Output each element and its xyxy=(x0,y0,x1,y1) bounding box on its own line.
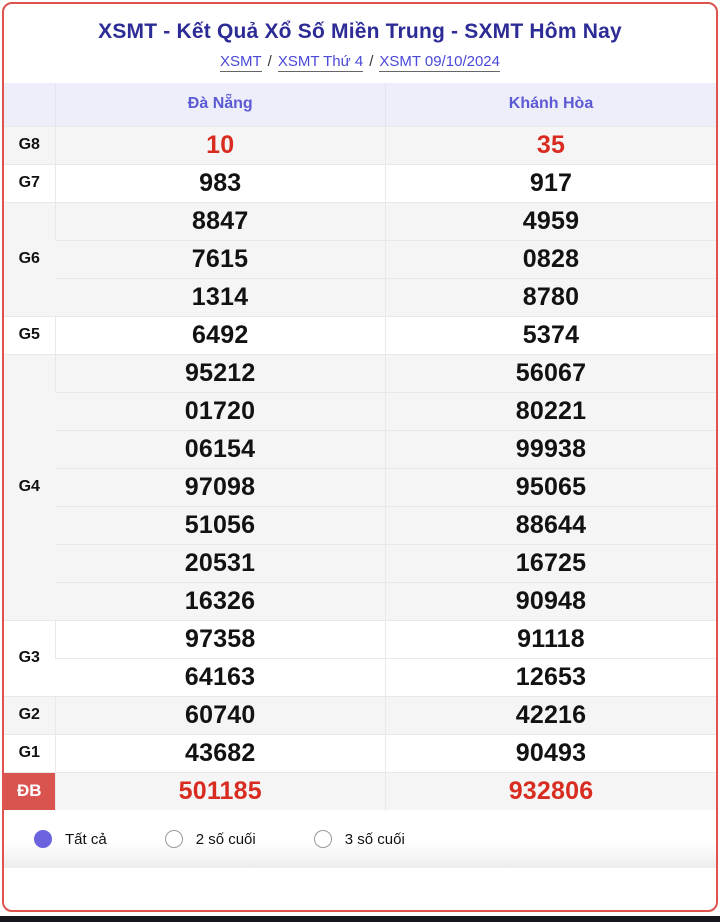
table-row: G2 60740 42216 xyxy=(4,695,716,734)
result-value: 8847 xyxy=(54,201,386,240)
result-value: 1314 xyxy=(55,277,386,316)
page-title: XSMT - Kết Quả Xổ Số Miền Trung - SXMT H… xyxy=(98,20,622,43)
table-row: 20531 16725 xyxy=(4,543,716,582)
breadcrumb-link-xsmt-date[interactable]: XSMT 09/10/2024 xyxy=(379,53,500,72)
table-row: 01720 80221 xyxy=(4,391,716,430)
table-header-row: Đà Nẵng Khánh Hòa xyxy=(4,83,716,126)
result-value: 97358 xyxy=(54,619,386,658)
result-value: 20531 xyxy=(55,543,386,582)
prize-label-g1: G1 xyxy=(4,733,55,772)
result-value: 95212 xyxy=(54,353,386,392)
radio-label: Tất cả xyxy=(65,830,107,848)
prize-label-g8: G8 xyxy=(4,125,55,164)
result-value: 97098 xyxy=(55,467,386,506)
table-row: G5 6492 5374 xyxy=(4,315,716,354)
radio-label: 3 số cuối xyxy=(344,830,405,848)
result-value: 80221 xyxy=(385,391,716,430)
prize-label-g2: G2 xyxy=(4,695,55,734)
result-value: 932806 xyxy=(385,771,716,810)
prize-column-header xyxy=(4,83,55,126)
column-header-da-nang: Đà Nẵng xyxy=(54,83,386,126)
radio-circle-icon[interactable] xyxy=(34,830,52,848)
column-header-khanh-hoa: Khánh Hòa xyxy=(385,83,716,126)
result-value: 917 xyxy=(385,163,716,202)
prize-label-g3: G3 xyxy=(4,619,55,696)
result-value: 16725 xyxy=(385,543,716,582)
radio-label: 2 số cuối xyxy=(195,830,256,848)
table-row: G8 10 35 xyxy=(4,125,716,164)
result-value: 7615 xyxy=(55,239,386,278)
table-row: 64163 12653 xyxy=(4,657,716,696)
breadcrumb-separator: / xyxy=(267,53,272,70)
radio-circle-icon[interactable] xyxy=(164,830,183,848)
result-value: 12653 xyxy=(385,657,716,696)
table-row: 7615 0828 xyxy=(4,239,716,278)
table-row: G3 97358 91118 xyxy=(4,619,716,696)
result-value: 6492 xyxy=(54,315,386,354)
filter-radio-option-0[interactable]: Tất cả xyxy=(34,830,107,848)
result-value: 88644 xyxy=(385,505,716,544)
prize-label-g5: G5 xyxy=(4,315,55,354)
result-value: 51056 xyxy=(55,505,386,544)
filter-bar: Tất cả 2 số cuối 3 số cuối xyxy=(4,810,716,868)
filter-radio-option-2[interactable]: 3 số cuối xyxy=(313,830,405,848)
result-value: 01720 xyxy=(55,391,386,430)
result-value: 90493 xyxy=(385,733,716,772)
result-value: 60740 xyxy=(54,695,386,734)
result-value: 90948 xyxy=(385,581,716,620)
table-row: 06154 99938 xyxy=(4,429,716,468)
result-value: 983 xyxy=(54,163,386,202)
radio-circle-icon[interactable] xyxy=(313,830,332,848)
result-value: 43682 xyxy=(54,733,386,772)
result-value: 8780 xyxy=(385,277,716,316)
result-value: 42216 xyxy=(385,695,716,734)
result-value: 95065 xyxy=(385,467,716,506)
result-value: 91118 xyxy=(385,619,716,658)
filter-radio-option-1[interactable]: 2 số cuối xyxy=(164,830,256,848)
result-value: 0828 xyxy=(385,239,716,278)
result-value: 35 xyxy=(385,125,716,164)
result-value: 4959 xyxy=(385,201,716,240)
table-row: G7 983 917 xyxy=(4,163,716,202)
result-value: 5374 xyxy=(385,315,716,354)
result-value: 16326 xyxy=(55,581,386,620)
result-value: 99938 xyxy=(385,429,716,468)
table-row: 16326 90948 xyxy=(4,581,716,620)
breadcrumb-link-xsmt[interactable]: XSMT xyxy=(219,53,262,72)
prize-label-đb: ĐB xyxy=(4,771,55,810)
table-row: G4 95212 56067 xyxy=(4,353,716,620)
bottom-bar xyxy=(0,916,720,922)
result-value: 501185 xyxy=(54,771,386,810)
table-row: G1 43682 90493 xyxy=(4,733,716,772)
table-row: 1314 8780 xyxy=(4,277,716,316)
table-row: 51056 88644 xyxy=(4,505,716,544)
result-value: 56067 xyxy=(385,353,716,392)
table-row: 97098 95065 xyxy=(4,467,716,506)
breadcrumb: XSMT / XSMT Thứ 4 / XSMT 09/10/2024 xyxy=(4,53,716,72)
breadcrumb-separator: / xyxy=(369,53,374,70)
result-value: 64163 xyxy=(55,657,386,696)
result-value: 06154 xyxy=(55,429,386,468)
result-value: 10 xyxy=(54,125,386,164)
table-row: G6 8847 4959 xyxy=(4,201,716,316)
breadcrumb-link-xsmt-thu-4[interactable]: XSMT Thứ 4 xyxy=(277,53,364,72)
prize-label-g6: G6 xyxy=(4,201,55,316)
table-row: ĐB 501185 932806 xyxy=(4,771,716,810)
results-table: Đà Nẵng Khánh Hòa G8 10 35 G7 983 917 G6 8847 49… xyxy=(4,83,716,810)
prize-label-g4: G4 xyxy=(4,353,55,620)
prize-label-g7: G7 xyxy=(4,163,55,202)
